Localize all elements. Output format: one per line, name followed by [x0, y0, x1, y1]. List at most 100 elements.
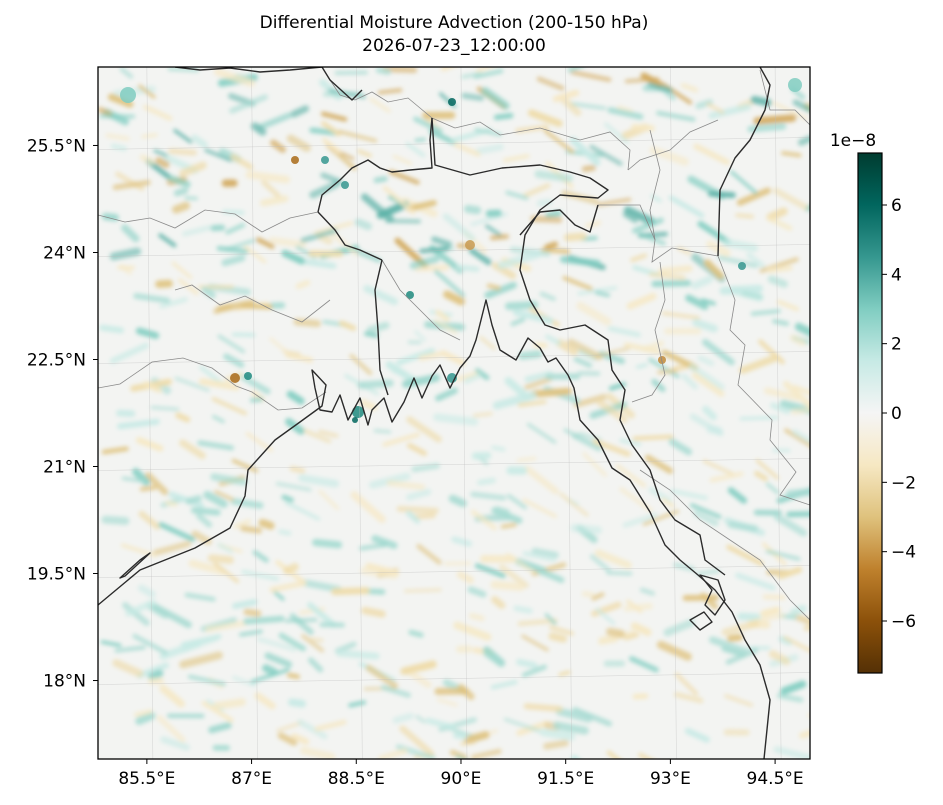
anomaly-streak — [481, 87, 510, 110]
anomaly-streak — [273, 590, 285, 601]
anomaly-streak — [635, 363, 648, 369]
anomaly-streak — [476, 477, 496, 486]
x-tick-label: 94.5°E — [747, 769, 804, 789]
anomaly-streak — [598, 637, 618, 645]
anomaly-streak — [606, 627, 626, 638]
anomaly-streak — [172, 201, 190, 214]
anomaly-streak — [256, 112, 292, 131]
anomaly-streak — [739, 416, 779, 421]
anomaly-streak — [640, 72, 666, 89]
anomaly-streak — [772, 318, 790, 326]
anomaly-streak — [405, 141, 426, 158]
anomaly-streak — [105, 133, 130, 141]
anomaly-streak — [786, 511, 810, 518]
anomaly-streak — [702, 405, 718, 421]
anomaly-streak — [630, 622, 652, 636]
anomaly-streak — [320, 172, 343, 185]
anomaly-streak — [184, 592, 216, 602]
anomaly-streak — [109, 247, 142, 261]
anomaly-streak — [607, 326, 641, 338]
anomaly-streak — [225, 222, 246, 235]
grid-line-x — [774, 67, 782, 759]
anomaly-streak — [505, 190, 529, 201]
anomaly-streak — [724, 694, 754, 707]
anomaly-streak — [497, 250, 542, 270]
anomaly-streak — [349, 353, 373, 376]
anomaly-streak — [626, 292, 657, 310]
anomaly-streak — [434, 269, 466, 298]
colorbar-tick-label: 6 — [891, 196, 902, 216]
anomaly-streak — [581, 591, 596, 598]
y-tick-label: 24°N — [43, 243, 86, 263]
anomaly-hotspot — [341, 181, 349, 189]
anomaly-streak — [505, 552, 535, 574]
anomaly-streak — [167, 67, 199, 72]
anomaly-streak — [136, 662, 170, 679]
anomaly-streak — [688, 363, 725, 391]
y-tick-label: 19.5°N — [27, 565, 86, 585]
anomaly-streak — [685, 294, 709, 310]
anomaly-streak — [767, 275, 789, 288]
anomaly-streak — [373, 429, 392, 434]
anomaly-streak — [729, 170, 758, 195]
anomaly-streak — [334, 70, 368, 75]
anomaly-streak — [676, 246, 691, 255]
anomaly-streak — [453, 621, 492, 641]
anomaly-streak — [148, 669, 164, 681]
anomaly-streak — [125, 599, 157, 617]
anomaly-streak — [503, 717, 541, 733]
anomaly-streak — [181, 225, 212, 237]
anomaly-streak — [669, 488, 708, 501]
anomaly-streak — [98, 106, 113, 117]
anomaly-streak — [223, 353, 245, 368]
anomaly-streak — [453, 142, 481, 157]
anomaly-streak — [155, 157, 170, 169]
anomaly-streak — [485, 209, 502, 218]
anomaly-streak — [470, 748, 502, 759]
anomaly-streak — [190, 507, 221, 516]
colorbar: 1e−8 6 4 2 0 −2 −4 −6 — [830, 131, 916, 674]
anomaly-streak — [649, 146, 690, 166]
anomaly-streak — [431, 236, 453, 248]
anomaly-streak — [413, 116, 443, 134]
grid-line-y — [98, 565, 810, 578]
anomaly-streak — [782, 380, 810, 410]
anomaly-streak — [222, 209, 245, 215]
anomaly-streak — [674, 672, 699, 696]
anomaly-streak — [697, 220, 731, 245]
anomaly-streak — [766, 207, 788, 222]
colorbar-tick-label: −4 — [891, 543, 916, 563]
anomaly-hotspot — [465, 240, 475, 250]
anomaly-streak — [371, 535, 398, 549]
anomaly-streak — [204, 620, 248, 633]
anomaly-streak — [168, 175, 191, 188]
anomaly-streak — [553, 721, 589, 735]
anomaly-streak — [331, 587, 370, 596]
x-tick-label: 91.5°E — [537, 769, 594, 789]
anomaly-streak — [233, 518, 252, 530]
anomaly-streak — [768, 650, 791, 666]
anomaly-streak — [569, 69, 612, 82]
anomaly-streak — [571, 432, 603, 452]
anomaly-streak — [216, 299, 256, 313]
anomaly-streak — [727, 487, 748, 504]
anomaly-streak — [530, 215, 563, 223]
anomaly-streak — [191, 530, 212, 545]
colorbar-multiplier: 1e−8 — [830, 131, 876, 151]
colorbar-tick-label: 2 — [891, 335, 902, 355]
anomaly-streak — [364, 331, 379, 338]
anomaly-streak — [656, 110, 696, 122]
anomaly-streak — [468, 247, 492, 266]
anomaly-streak — [594, 549, 632, 569]
anomaly-streak — [701, 338, 735, 366]
anomaly-streak — [153, 149, 168, 157]
anomaly-streak — [171, 261, 193, 280]
anomaly-streak — [284, 501, 321, 521]
anomaly-streak — [512, 309, 554, 325]
anomaly-streak — [405, 668, 432, 689]
anomaly-streak — [706, 102, 725, 114]
anomaly-streak — [737, 612, 761, 622]
anomaly-streak — [207, 554, 234, 564]
anomaly-streak — [536, 76, 565, 91]
anomaly-streak — [799, 729, 810, 739]
